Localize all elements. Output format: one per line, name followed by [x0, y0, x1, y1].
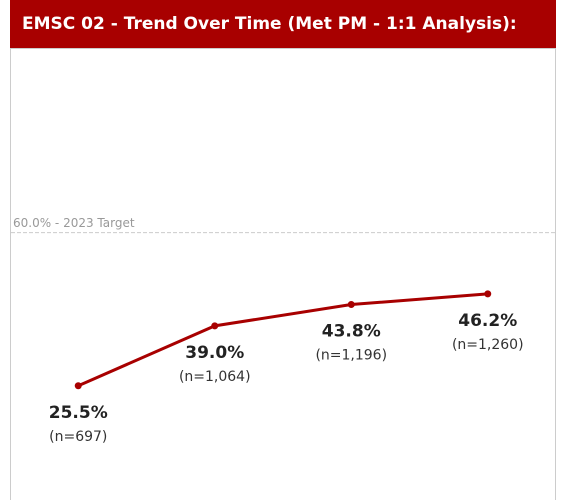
value-label: 39.0%	[185, 343, 244, 363]
value-label: 43.8%	[322, 322, 381, 342]
chart-title: EMSC 02 - Trend Over Time (Met PM - 1:1 …	[10, 0, 556, 48]
point	[347, 301, 355, 309]
value-label: 46.2%	[458, 311, 517, 331]
n-label: (n=1,196)	[315, 348, 387, 364]
point	[74, 382, 82, 390]
value-label: 25.5%	[49, 403, 108, 423]
n-label: (n=1,064)	[179, 369, 251, 385]
n-label: (n=1,260)	[452, 337, 524, 353]
frame	[10, 48, 556, 500]
line	[77, 292, 488, 388]
n-label: (n=697)	[49, 429, 107, 445]
reference-label: 60.0% - 2023 Target	[13, 216, 135, 230]
point	[484, 290, 492, 298]
point	[211, 322, 219, 330]
